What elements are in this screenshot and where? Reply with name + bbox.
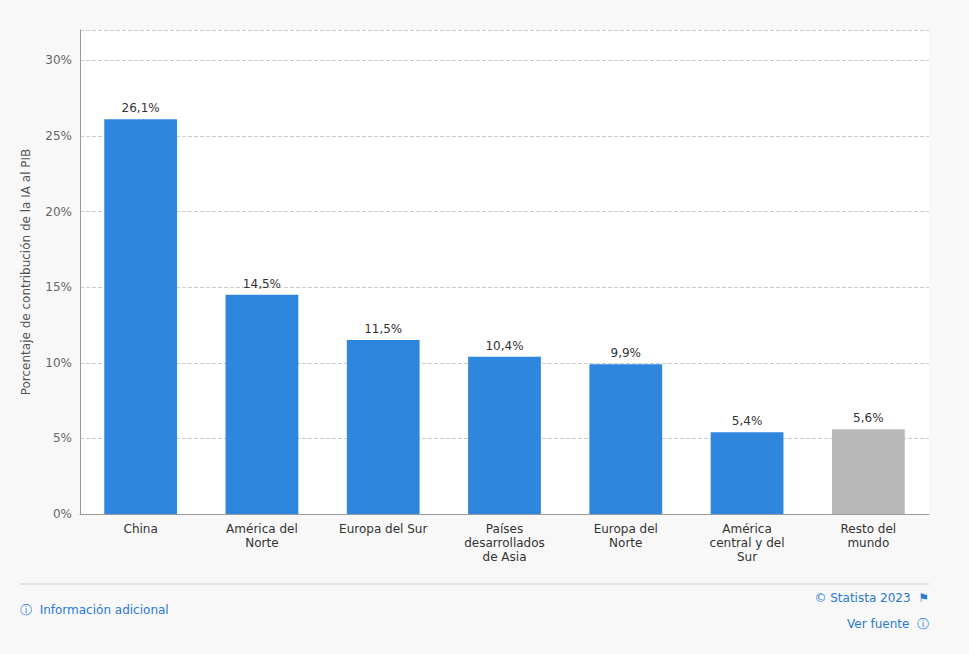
svg-text:América: América [722, 522, 772, 536]
svg-text:mundo: mundo [847, 536, 889, 550]
svg-text:26,1%: 26,1% [122, 101, 160, 115]
svg-text:Sur: Sur [737, 550, 757, 564]
svg-text:5,6%: 5,6% [853, 411, 884, 425]
svg-text:20%: 20% [45, 205, 72, 219]
svg-text:Porcentaje de contribución de: Porcentaje de contribución de la IA al P… [19, 149, 33, 396]
svg-text:China: China [124, 522, 158, 536]
svg-text:10,4%: 10,4% [485, 339, 523, 353]
svg-text:25%: 25% [45, 129, 72, 143]
svg-text:© Statista 2023 ⚑: © Statista 2023 ⚑ [814, 591, 929, 605]
svg-text:Países: Países [486, 522, 523, 536]
svg-text:Europa del Sur: Europa del Sur [339, 522, 427, 536]
svg-text:Norte: Norte [609, 536, 642, 550]
svg-text:30%: 30% [45, 53, 72, 67]
svg-text:ⓘ Información adicional: ⓘ Información adicional [20, 603, 169, 617]
svg-text:11,5%: 11,5% [364, 322, 402, 336]
svg-text:5,4%: 5,4% [732, 414, 763, 428]
svg-text:9,9%: 9,9% [611, 346, 642, 360]
svg-text:Resto del: Resto del [841, 522, 897, 536]
svg-text:central y del: central y del [710, 536, 785, 550]
svg-text:desarrollados: desarrollados [464, 536, 545, 550]
svg-text:de Asia: de Asia [483, 550, 527, 564]
svg-text:5%: 5% [53, 431, 72, 445]
svg-text:15%: 15% [45, 280, 72, 294]
svg-text:Ver fuente ⓘ: Ver fuente ⓘ [847, 617, 929, 631]
svg-text:Norte: Norte [245, 536, 278, 550]
svg-text:14,5%: 14,5% [243, 277, 281, 291]
svg-text:0%: 0% [53, 507, 72, 521]
svg-text:Europa del: Europa del [594, 522, 658, 536]
svg-text:10%: 10% [45, 356, 72, 370]
svg-text:América del: América del [226, 522, 298, 536]
